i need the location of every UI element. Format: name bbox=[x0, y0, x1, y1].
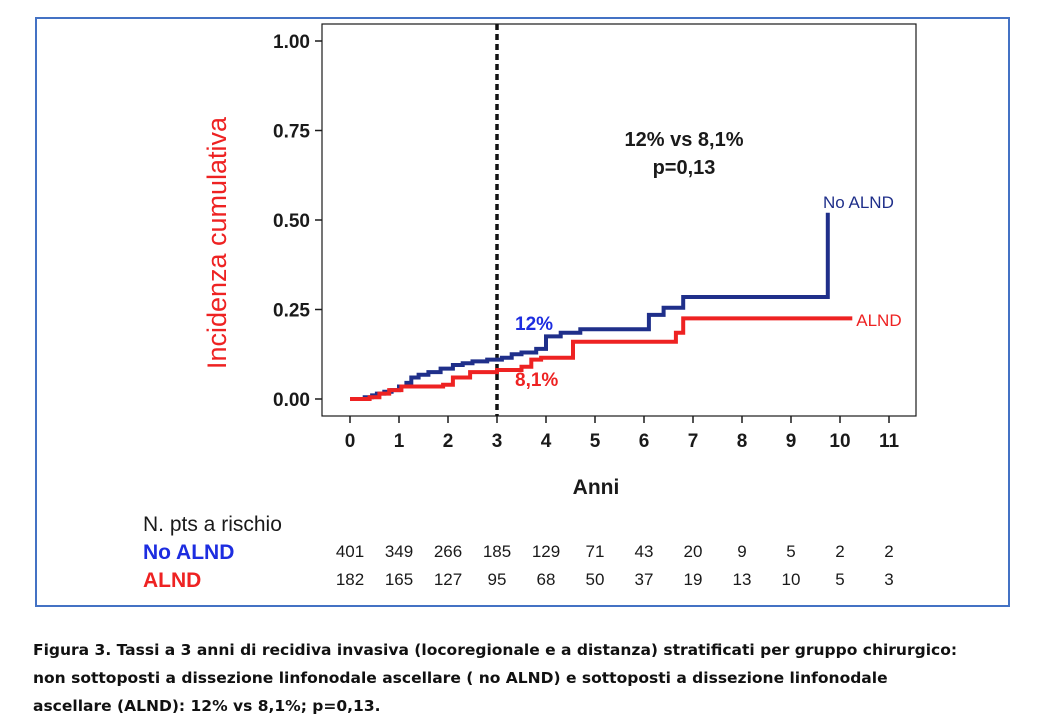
x-tick-label: 6 bbox=[639, 431, 650, 452]
caption-line-1: Figura 3. Tassi a 3 anni di recidiva inv… bbox=[33, 641, 958, 659]
risk-count-cell: 5 bbox=[835, 570, 844, 589]
risk-count-cell: 95 bbox=[488, 570, 507, 589]
caption-line-3: ascellare (ALND): 12% vs 8,1%; p=0,13. bbox=[33, 697, 381, 715]
x-tick-label: 8 bbox=[737, 431, 748, 452]
x-tick-label: 3 bbox=[492, 431, 503, 452]
x-tick-label: 7 bbox=[688, 431, 699, 452]
point-label-alnd: 8,1% bbox=[515, 370, 558, 391]
risk-count-cell: 129 bbox=[532, 542, 560, 561]
y-tick-label: 0.50 bbox=[273, 211, 310, 232]
risk-table-header: N. pts a rischio bbox=[143, 513, 282, 536]
y-tick-label: 0.25 bbox=[273, 301, 310, 322]
risk-count-cell: 349 bbox=[385, 542, 413, 561]
series-line-alnd bbox=[350, 316, 853, 401]
risk-count-cell: 13 bbox=[733, 570, 752, 589]
x-tick-label: 5 bbox=[590, 431, 601, 452]
risk-row-label-alnd: ALND bbox=[143, 569, 201, 592]
risk-count-cell: 401 bbox=[336, 542, 364, 561]
risk-count-cell: 182 bbox=[336, 570, 364, 589]
figure-frame bbox=[35, 17, 1010, 607]
series-label-no-alnd: No ALND bbox=[823, 193, 894, 212]
risk-count-cell: 2 bbox=[835, 542, 844, 561]
risk-count-cell: 185 bbox=[483, 542, 511, 561]
risk-count-cell: 71 bbox=[586, 542, 605, 561]
x-tick-label: 2 bbox=[443, 431, 454, 452]
risk-count-cell: 2 bbox=[884, 542, 893, 561]
risk-count-cell: 5 bbox=[786, 542, 795, 561]
risk-count-cell: 165 bbox=[385, 570, 413, 589]
risk-count-cell: 68 bbox=[537, 570, 556, 589]
x-tick-label: 0 bbox=[345, 431, 356, 452]
annotation-p-value: p=0,13 bbox=[653, 157, 716, 179]
y-axis-title: Incidenza cumulativa bbox=[202, 116, 232, 369]
x-tick-label: 1 bbox=[394, 431, 405, 452]
risk-count-cell: 10 bbox=[782, 570, 801, 589]
y-tick-label: 0.75 bbox=[273, 122, 310, 143]
risk-count-cell: 20 bbox=[684, 542, 703, 561]
risk-row-label-no-alnd: No ALND bbox=[143, 541, 234, 564]
risk-count-cell: 9 bbox=[737, 542, 746, 561]
series-label-alnd: ALND bbox=[856, 311, 901, 330]
risk-count-cell: 127 bbox=[434, 570, 462, 589]
x-tick-label: 10 bbox=[829, 431, 850, 452]
point-label-no-alnd: 12% bbox=[515, 314, 553, 335]
figure-caption: Figura 3. Tassi a 3 anni di recidiva inv… bbox=[33, 636, 1023, 720]
risk-count-cell: 266 bbox=[434, 542, 462, 561]
series-line-no-alnd bbox=[350, 212, 830, 401]
km-chart: 0.00 0.25 0.50 0.75 1.00 0 1 2 3 4 5 6 7 8 9 10 11 Anni In… bbox=[143, 23, 917, 592]
x-tick-label: 9 bbox=[786, 431, 797, 452]
caption-line-2: non sottoposti a dissezione linfonodale … bbox=[33, 669, 888, 687]
risk-count-cell: 37 bbox=[635, 570, 654, 589]
x-tick-label: 4 bbox=[541, 431, 552, 452]
risk-count-cell: 3 bbox=[884, 570, 893, 589]
risk-count-cell: 50 bbox=[586, 570, 605, 589]
y-tick-label: 0.00 bbox=[273, 390, 310, 411]
risk-count-cell: 43 bbox=[635, 542, 654, 561]
annotation-comparison: 12% vs 8,1% bbox=[625, 129, 744, 151]
y-tick-label: 1.00 bbox=[273, 32, 310, 53]
x-axis-title: Anni bbox=[573, 476, 620, 499]
x-tick-label: 11 bbox=[879, 431, 900, 452]
risk-count-cell: 19 bbox=[684, 570, 703, 589]
